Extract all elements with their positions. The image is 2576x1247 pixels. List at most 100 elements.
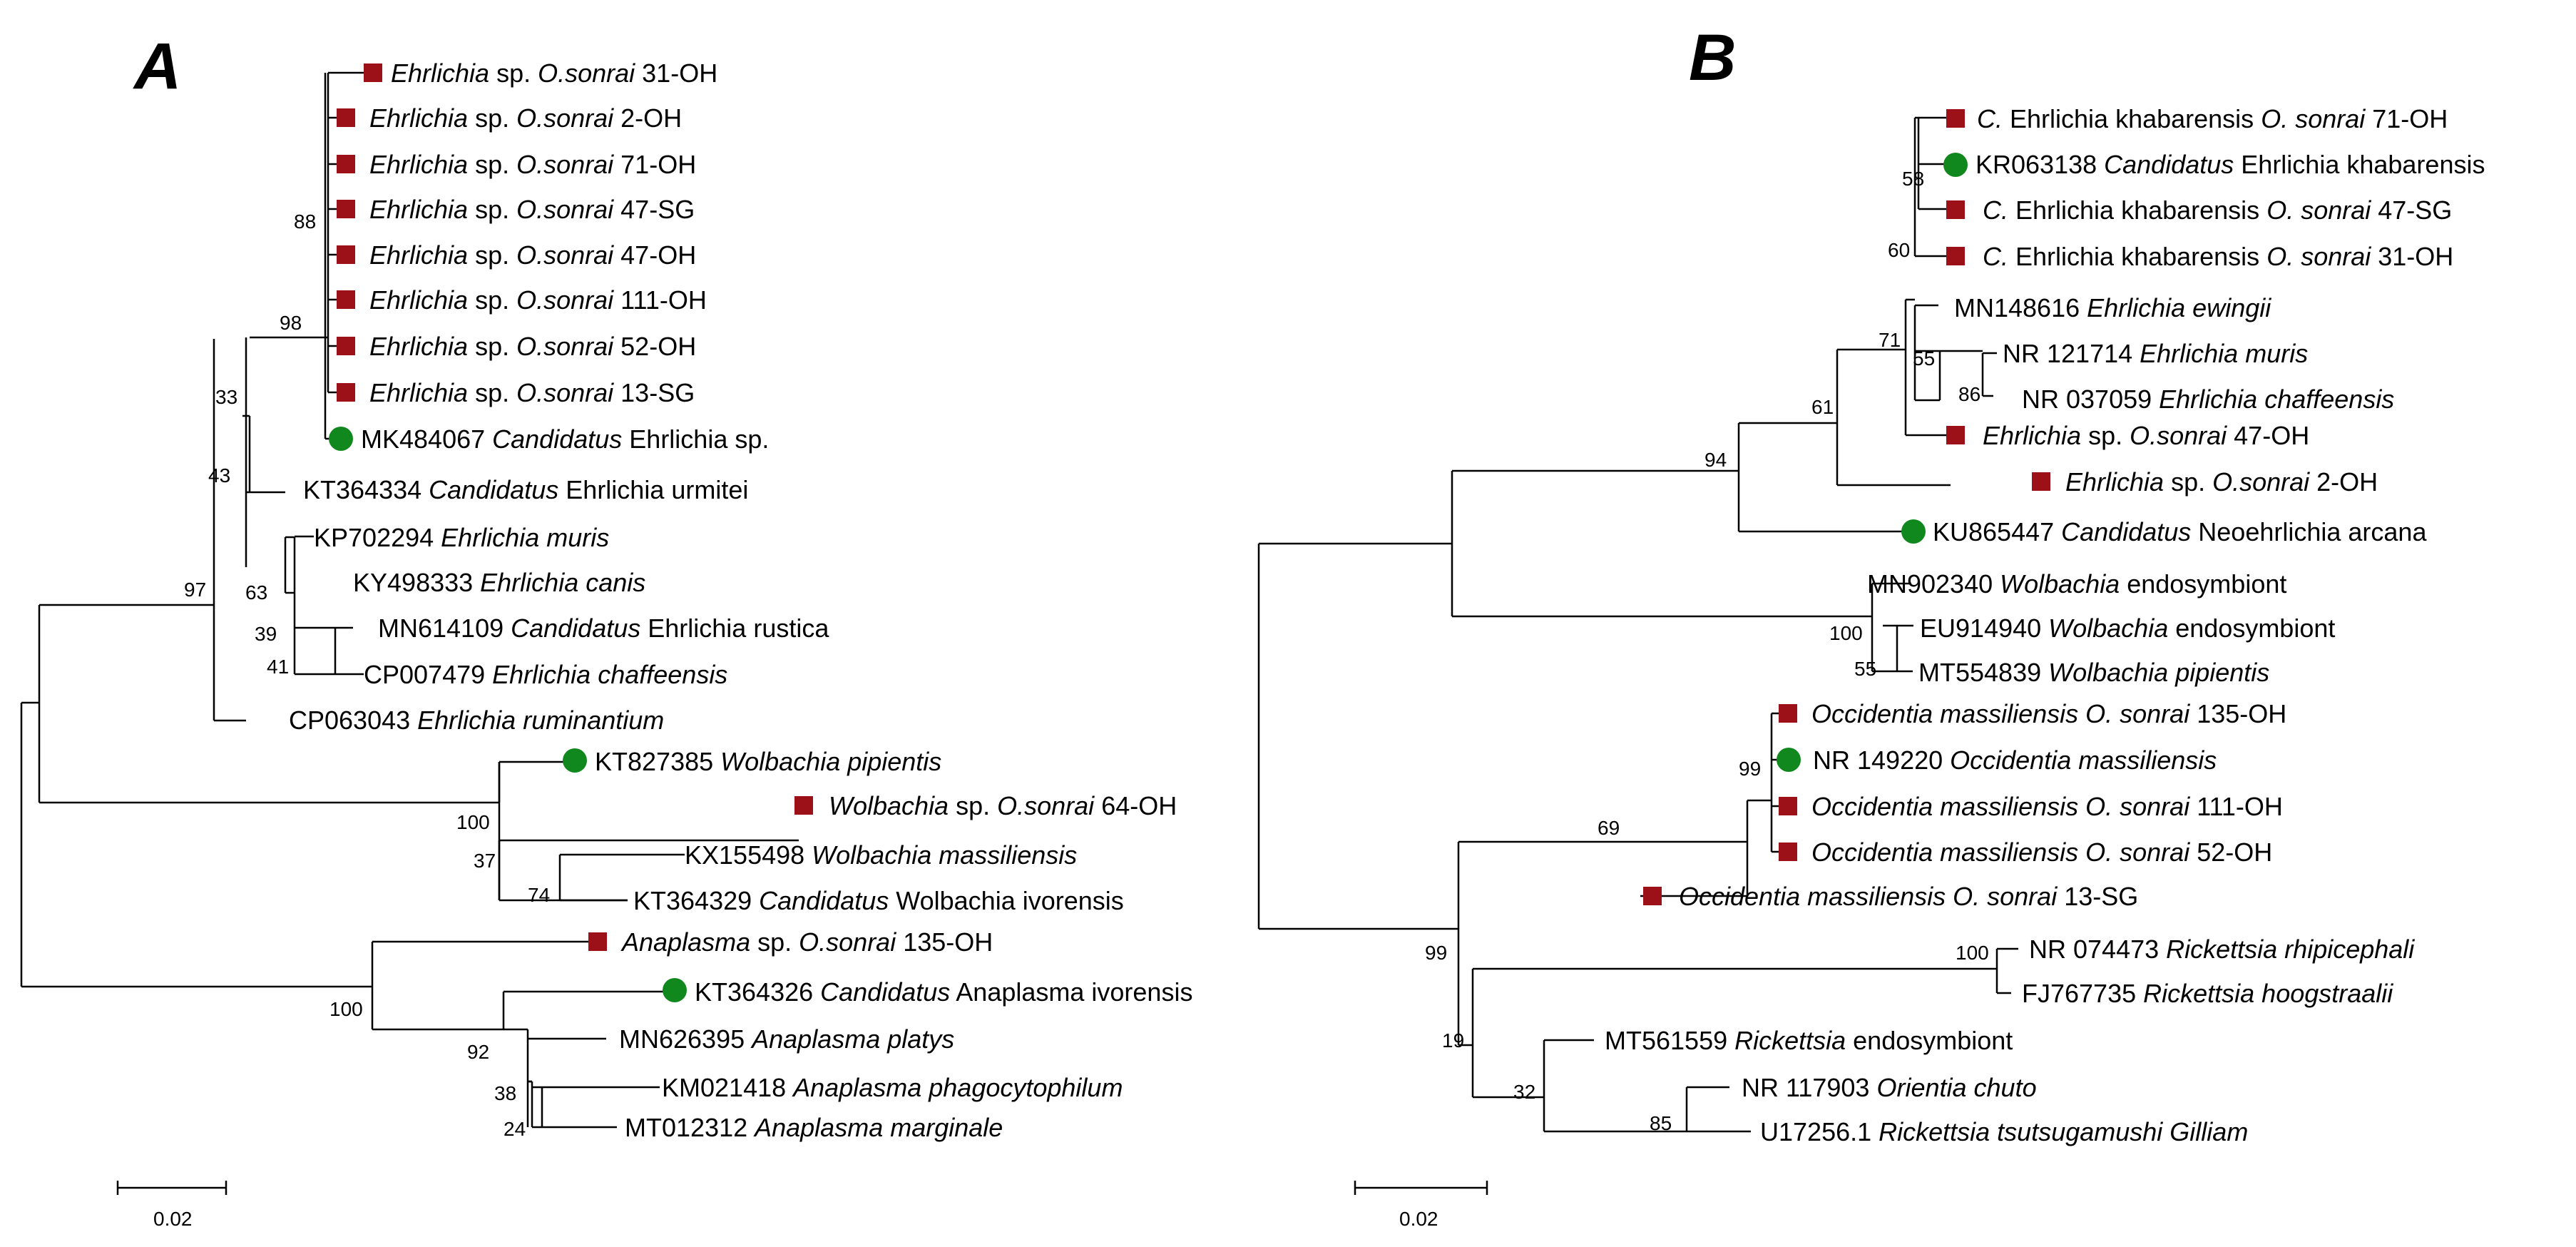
taxon-label-part: Candidatus [429,475,558,504]
taxon-label: Ehrlichia sp. O.sonrai 47-OH [369,240,696,270]
taxon-label: KT827385 Wolbachia pipientis [595,747,941,776]
taxon-label: Occidentia massiliensis O. sonrai 111-OH [1811,792,2283,821]
taxon-label-part: Ehrlichia [1983,421,2081,450]
taxon-label-part: C. [1983,242,2008,271]
taxon-a-17: Wolbachia sp. O.sonrai 64-OH [794,791,1177,820]
taxon-label-part: 47-SG [2371,195,2452,225]
bootstrap-value: 100 [1956,942,1989,964]
taxon-label-part: Occidentia massiliensis O. sonrai [1811,838,2190,867]
taxon-label: MT012312 Anaplasma marginale [625,1113,1003,1142]
taxon-label-part: NR 074473 [2029,935,2166,964]
taxon-a-9: MK484067 Candidatus Ehrlichia sp. [329,424,769,454]
taxon-label-part: Ehrlichia muris [441,523,609,552]
taxon-label-part: Ehrlichia chaffeensis [492,660,727,689]
taxon-label-part: 111-OH [613,285,707,315]
taxon-label-part: O.sonrai [516,240,614,270]
taxon-label-part: Orientia chuto [1876,1073,2036,1102]
taxon-label-part: Ehrlichia chaffeensis [2159,385,2394,414]
taxon-b-10: KU865447 Candidatus Neoehrlichia arcana [1901,517,2427,546]
bootstrap-value: 55 [1854,658,1876,680]
bootstrap-value: 32 [1513,1081,1535,1103]
taxon-a-6: Ehrlichia sp. O.sonrai 111-OH [337,285,707,315]
taxon-label-part: Ehrlichia canis [480,568,645,597]
taxon-label-part: CP063043 [289,706,417,735]
taxon-label-part: Candidatus [511,614,640,643]
taxon-label-part: endosymbiont [2168,614,2335,643]
taxon-label: Occidentia massiliensis O. sonrai 135-OH [1811,699,2286,728]
taxon-label-part: Candidatus [492,424,622,454]
taxon-a-18: KX155498 Wolbachia massiliensis [685,840,1077,870]
taxon-label-part: MN626395 [619,1024,752,1054]
taxon-label: Ehrlichia sp. O.sonrai 71-OH [369,150,696,179]
taxon-label-part: Ehrlichia sp. [622,424,769,454]
taxon-label-part: O.sonrai [516,378,614,407]
taxon-label-part: 47-OH [2227,421,2309,450]
taxon-a-2: Ehrlichia sp. O.sonrai 2-OH [337,103,682,133]
taxon-label-part: O.sonrai [799,927,896,957]
taxon-label-part: MT554839 [1918,658,2048,687]
taxon-label-part: Rickettsia hoogstraalii [2143,979,2393,1008]
taxon-label-part: sp. [949,791,997,820]
taxon-label: KT364334 Candidatus Ehrlichia urmitei [303,475,748,504]
scale-bar-a: 0.02 [116,1181,228,1230]
bootstrap-value: 94 [1704,449,1727,471]
tree-branches-b [1257,116,2018,1133]
taxon-a-14: CP007479 Ehrlichia chaffeensis [364,660,727,689]
taxon-label-part: NR 117903 [1742,1073,1876,1102]
taxon-label-part: O.sonrai [2130,421,2227,450]
taxon-a-4: Ehrlichia sp. O.sonrai 47-SG [337,195,695,224]
taxon-label-part: Ehrlichia ewingii [2087,293,2271,322]
bootstrap-value: 33 [215,386,237,408]
taxon-label-part: 2-OH [2309,467,2378,497]
taxon-a-8: Ehrlichia sp. O.sonrai 13-SG [337,378,695,407]
taxon-label-part: Wolbachia massiliensis [812,840,1077,870]
taxon-a-15: CP063043 Ehrlichia ruminantium [289,706,664,735]
taxon-b-5: MN148616 Ehrlichia ewingii [1954,293,2271,322]
taxon-label-part: Ehrlichia [369,240,468,270]
taxon-label-part: KT364329 [633,886,759,915]
taxon-label: MT561559 Rickettsia endosymbiont [1605,1026,2013,1055]
taxon-label-part: Wolbachia ivorensis [889,886,1123,915]
taxon-a-1: Ehrlichia sp. O.sonrai 31-OH [364,58,717,88]
taxon-label-part: MN148616 [1954,293,2087,322]
taxon-label-part: KT364334 [303,475,429,504]
tree-branches-a [20,71,799,1129]
taxon-label: MN626395 Anaplasma platys [619,1024,954,1054]
taxon-label-part: Occidentia massiliensis [1950,745,2217,775]
taxon-label-part: Ehrlichia [369,195,468,224]
bootstrap-value: 92 [467,1041,489,1063]
taxon-b-19: NR 074473 Rickettsia rhipicephali [2029,935,2415,964]
taxon-a-23: KM021418 Anaplasma phagocytophilum [662,1073,1123,1102]
taxon-label-part: Anaplasma platys [750,1024,954,1054]
taxon-label-part: 71-OH [2365,104,2448,133]
taxon-label-part: 13-SG [613,378,695,407]
bootstrap-value: 86 [1958,383,1980,405]
taxon-label: KT364329 Candidatus Wolbachia ivorensis [633,886,1124,915]
taxon-label-part: MN614109 [378,614,511,643]
taxon-b-20: FJ767735 Rickettsia hoogstraalii [2022,979,2393,1008]
taxon-label-part: KY498333 [353,568,480,597]
taxon-label: Ehrlichia sp. O.sonrai 2-OH [2065,467,2378,497]
taxon-label-part: U17256.1 [1760,1117,1879,1146]
taxon-b-7: NR 037059 Ehrlichia chaffeensis [2022,385,2394,414]
taxon-label-part: KT827385 [595,747,720,776]
taxon-label: C. Ehrlichia khabarensis O. sonrai 47-SG [1983,195,2452,225]
taxon-label-part: Candidatus [2061,517,2191,546]
taxon-b-2: KR063138 Candidatus Ehrlichia khabarensi… [1943,150,2485,179]
taxon-label-part: Ehrlichia [2065,467,2164,497]
taxon-b-15: NR 149220 Occidentia massiliensis [1777,745,2217,775]
taxon-label: MT554839 Wolbachia pipientis [1918,658,2269,687]
taxon-b-11: MN902340 Wolbachia endosymbiont [1867,569,2286,599]
taxon-a-24: MT012312 Anaplasma marginale [625,1113,1003,1142]
taxon-label-part: Rickettsia [1734,1026,1846,1055]
taxon-label-part: Rickettsia tsutsugamushi Gilliam [1879,1117,2248,1146]
bootstrap-value: 60 [1888,239,1910,261]
taxon-label: NR 121714 Ehrlichia muris [2003,339,2308,368]
taxon-label-part: Candidatus [2104,150,2234,179]
bootstrap-value: 24 [504,1118,526,1140]
taxon-label-part: 2-OH [613,103,682,133]
bootstrap-value: 38 [494,1082,516,1104]
taxon-a-11: KP702294 Ehrlichia muris [314,523,609,552]
taxon-label: MN902340 Wolbachia endosymbiont [1867,569,2286,599]
